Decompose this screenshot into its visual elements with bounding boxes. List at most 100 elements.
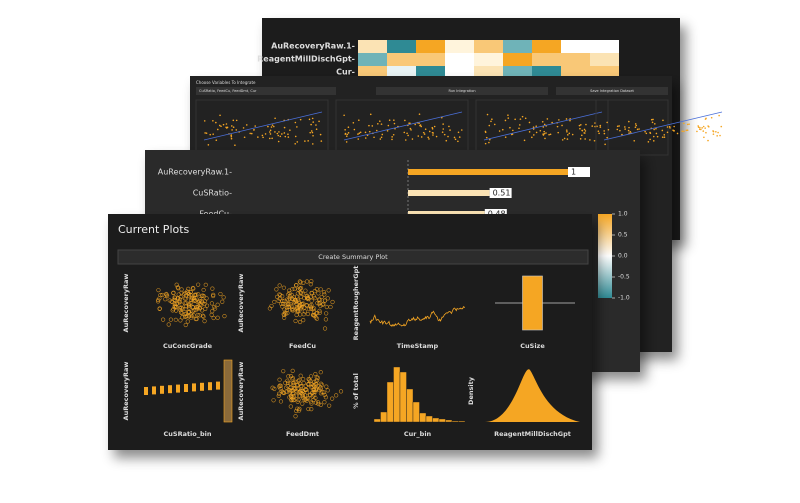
point bbox=[249, 132, 251, 135]
point bbox=[283, 380, 288, 385]
point bbox=[292, 286, 297, 291]
heatmap-row-label: AuRecoveryRaw.1- bbox=[271, 42, 355, 51]
point bbox=[189, 313, 194, 319]
bar bbox=[408, 190, 490, 196]
point bbox=[235, 119, 238, 122]
point bbox=[201, 294, 206, 299]
x-axis-title: CuSize bbox=[520, 342, 545, 350]
point bbox=[215, 121, 217, 124]
point bbox=[185, 314, 190, 319]
point bbox=[309, 401, 314, 406]
heatmap-cell bbox=[358, 53, 387, 66]
point bbox=[313, 400, 319, 405]
point bbox=[274, 117, 276, 120]
point bbox=[565, 129, 568, 131]
point bbox=[220, 299, 225, 304]
point bbox=[211, 292, 216, 297]
bar bbox=[408, 169, 568, 175]
point bbox=[278, 131, 280, 133]
point bbox=[305, 311, 311, 317]
point bbox=[160, 292, 165, 298]
point bbox=[688, 123, 690, 125]
point bbox=[542, 133, 544, 135]
point bbox=[380, 123, 383, 125]
point bbox=[715, 130, 717, 133]
point bbox=[219, 114, 221, 117]
point bbox=[404, 119, 406, 122]
point bbox=[301, 280, 306, 286]
point bbox=[549, 133, 552, 136]
point bbox=[174, 282, 179, 287]
point bbox=[294, 121, 297, 124]
point bbox=[298, 307, 303, 312]
point bbox=[655, 132, 658, 135]
point bbox=[558, 119, 560, 121]
point bbox=[294, 393, 299, 398]
save-button[interactable] bbox=[556, 87, 668, 95]
point bbox=[308, 282, 313, 287]
point bbox=[493, 123, 496, 126]
point bbox=[673, 125, 675, 128]
point bbox=[183, 322, 188, 328]
point bbox=[448, 125, 450, 128]
save-button-label: Save Integration Dataset bbox=[590, 89, 634, 93]
point bbox=[325, 296, 330, 301]
point bbox=[406, 132, 408, 135]
point bbox=[318, 402, 323, 407]
point bbox=[201, 314, 206, 319]
point bbox=[320, 389, 325, 395]
point bbox=[379, 120, 381, 122]
point bbox=[304, 140, 306, 142]
box bbox=[176, 384, 180, 393]
point bbox=[616, 125, 619, 128]
point bbox=[298, 280, 303, 285]
point bbox=[315, 400, 321, 405]
x-axis-title: Cur_bin bbox=[404, 430, 432, 438]
hist-bar bbox=[386, 381, 394, 423]
point bbox=[380, 136, 383, 139]
point bbox=[698, 128, 701, 131]
point bbox=[288, 385, 293, 391]
run-button[interactable] bbox=[376, 87, 548, 95]
point bbox=[296, 126, 298, 128]
point bbox=[302, 296, 307, 301]
point bbox=[619, 129, 621, 132]
point bbox=[391, 138, 393, 141]
point bbox=[414, 123, 416, 126]
point bbox=[322, 298, 328, 303]
point bbox=[221, 295, 226, 300]
point bbox=[186, 294, 192, 299]
variable-select[interactable] bbox=[196, 87, 336, 95]
point bbox=[422, 131, 425, 134]
point bbox=[308, 118, 311, 121]
point bbox=[633, 140, 636, 142]
point bbox=[618, 125, 620, 127]
point bbox=[294, 135, 297, 138]
point bbox=[313, 395, 318, 401]
point bbox=[591, 125, 594, 127]
y-axis-title: % of total bbox=[352, 373, 360, 409]
heatmap-row-label: Cur- bbox=[336, 68, 355, 77]
point bbox=[457, 140, 459, 143]
y-axis-title: ReagentRougherGpt bbox=[352, 266, 360, 341]
create-summary-button[interactable] bbox=[117, 249, 589, 265]
point bbox=[551, 121, 553, 124]
point bbox=[460, 129, 463, 131]
point bbox=[297, 301, 302, 306]
point bbox=[299, 304, 305, 310]
point bbox=[686, 123, 689, 126]
point bbox=[197, 313, 202, 318]
point bbox=[334, 393, 339, 398]
point bbox=[309, 290, 314, 296]
heatmap-cell bbox=[474, 53, 503, 66]
point bbox=[294, 299, 299, 304]
point bbox=[304, 390, 310, 395]
point bbox=[358, 119, 360, 122]
point bbox=[290, 368, 295, 373]
point bbox=[250, 132, 253, 135]
point bbox=[324, 384, 329, 389]
point bbox=[293, 283, 299, 288]
point bbox=[309, 298, 314, 303]
integration-plots bbox=[195, 99, 723, 156]
point bbox=[672, 129, 674, 131]
